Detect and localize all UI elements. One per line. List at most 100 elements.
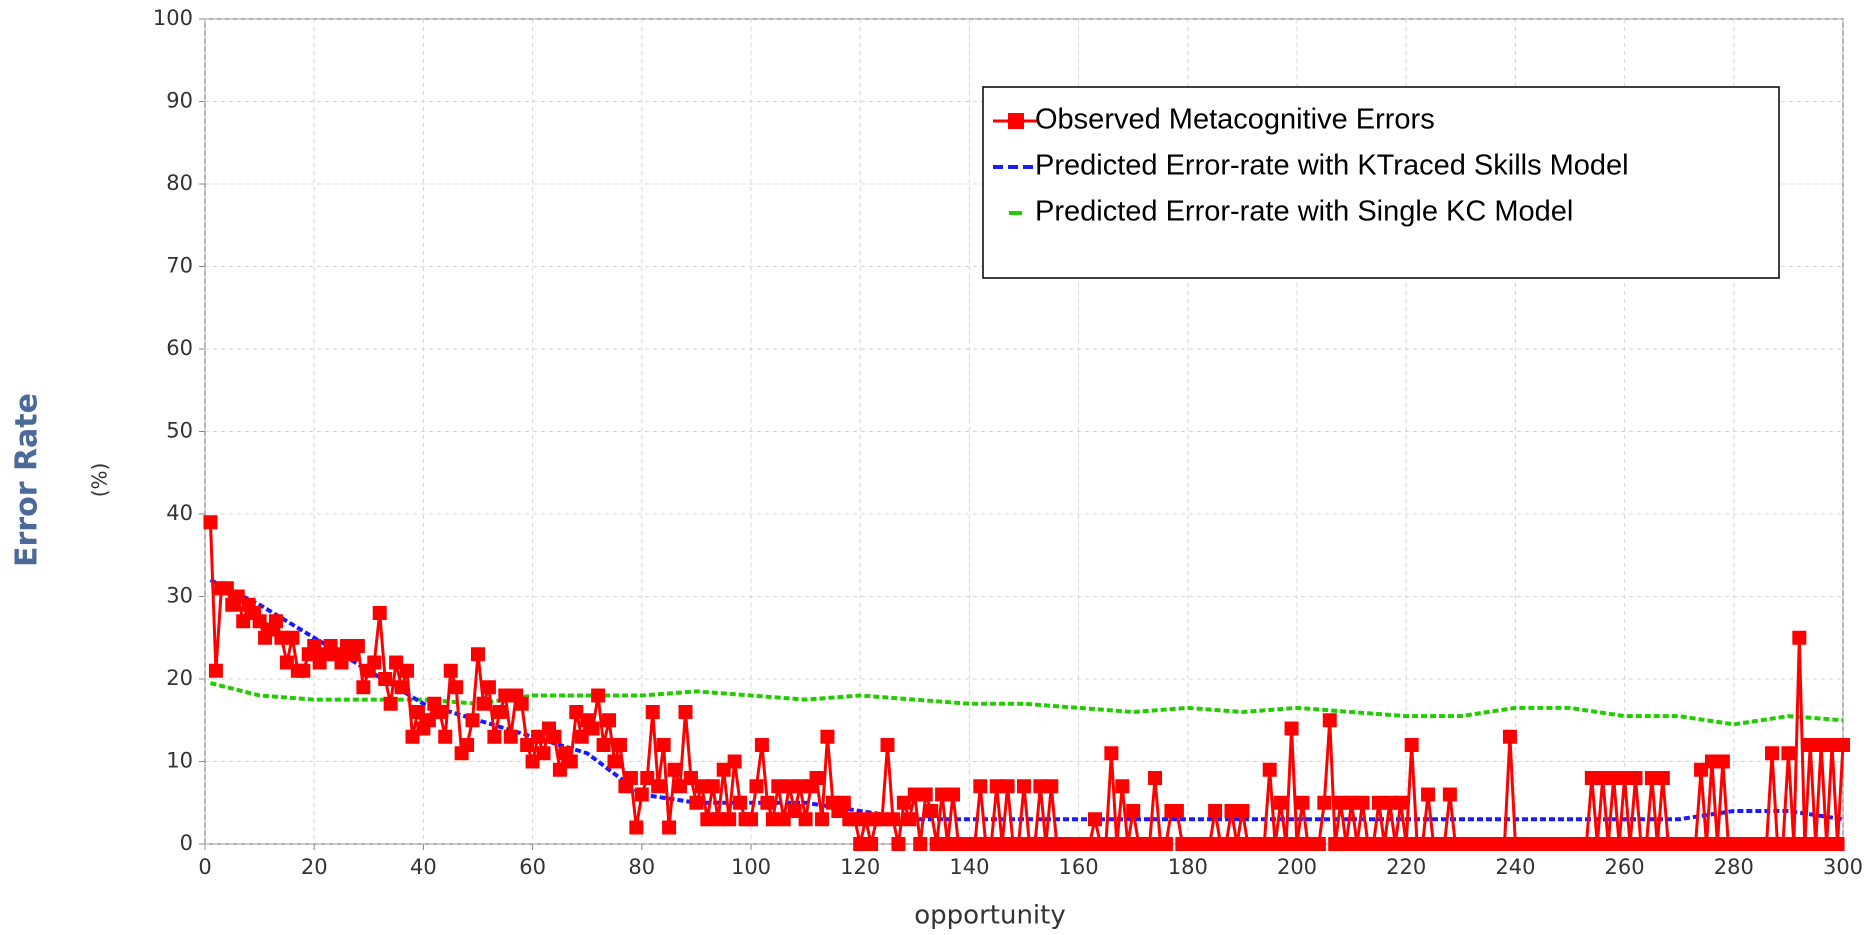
x-tick-label: 40 xyxy=(410,855,437,879)
data-point xyxy=(569,705,584,719)
data-point xyxy=(656,738,671,752)
data-point xyxy=(334,655,349,670)
data-point xyxy=(1601,837,1616,851)
data-point xyxy=(836,795,851,810)
y-tick-label: 10 xyxy=(166,749,193,773)
data-point xyxy=(307,639,322,653)
x-tick-label: 160 xyxy=(1059,855,1099,879)
data-point xyxy=(591,688,606,703)
data-point xyxy=(1082,837,1097,851)
data-point xyxy=(585,721,600,736)
data-point xyxy=(727,754,742,769)
x-tick-label: 120 xyxy=(840,855,880,879)
data-point xyxy=(476,696,491,711)
data-point xyxy=(421,713,436,728)
data-point xyxy=(481,680,496,695)
data-point xyxy=(1617,771,1632,785)
x-tick-label: 60 xyxy=(519,855,546,879)
data-point xyxy=(1273,795,1288,810)
data-point xyxy=(236,614,251,629)
data-point xyxy=(367,655,382,670)
data-point xyxy=(1279,837,1294,851)
data-point xyxy=(547,729,562,744)
y-tick-label: 20 xyxy=(166,666,193,690)
data-point xyxy=(907,787,922,802)
data-point xyxy=(1371,795,1386,810)
data-point xyxy=(1421,787,1436,802)
data-point xyxy=(1497,837,1512,851)
data-point xyxy=(995,837,1010,851)
data-point xyxy=(1328,837,1343,851)
data-point xyxy=(410,705,425,719)
data-point xyxy=(1011,837,1026,851)
data-point xyxy=(683,771,698,785)
y-tick-label: 0 xyxy=(180,831,193,855)
data-point xyxy=(733,795,748,810)
data-point xyxy=(1502,729,1517,744)
data-point xyxy=(1595,771,1610,785)
data-point xyxy=(782,779,797,794)
data-point xyxy=(1628,771,1643,785)
y-tick-label: 90 xyxy=(166,89,193,113)
data-point xyxy=(1148,771,1163,785)
data-point xyxy=(1786,837,1801,851)
data-point xyxy=(1612,837,1627,851)
series-line xyxy=(209,578,1844,822)
data-point xyxy=(875,812,890,827)
data-point xyxy=(918,787,933,802)
data-point xyxy=(552,762,567,777)
data-point xyxy=(640,771,655,785)
data-point xyxy=(1202,837,1217,851)
x-tick-label: 100 xyxy=(731,855,771,879)
data-point xyxy=(1104,746,1119,761)
data-point xyxy=(1644,771,1659,785)
x-tick-label: 200 xyxy=(1277,855,1317,879)
data-point xyxy=(378,672,393,686)
x-tick-label: 240 xyxy=(1495,855,1535,879)
data-point xyxy=(793,779,808,794)
data-point xyxy=(602,713,617,728)
data-point xyxy=(1694,762,1709,777)
data-point xyxy=(1027,837,1042,851)
data-point xyxy=(1836,738,1850,752)
data-point xyxy=(1704,754,1719,769)
data-point xyxy=(814,812,829,827)
data-point xyxy=(1257,837,1272,851)
data-point xyxy=(274,630,289,645)
data-point xyxy=(1404,738,1419,752)
data-point xyxy=(689,795,704,810)
data-point xyxy=(487,729,502,744)
data-point xyxy=(705,779,720,794)
series-line xyxy=(209,681,1844,727)
data-point xyxy=(503,729,518,744)
data-point xyxy=(1229,837,1244,851)
data-point xyxy=(1710,837,1725,851)
data-point xyxy=(1715,754,1730,769)
data-point xyxy=(1284,721,1299,736)
y-tick-label: 60 xyxy=(166,336,193,360)
data-point xyxy=(1126,804,1141,818)
data-point xyxy=(1033,779,1048,794)
data-point xyxy=(1087,812,1102,827)
data-point xyxy=(574,729,589,744)
data-point xyxy=(896,795,911,810)
x-tick-label: 280 xyxy=(1714,855,1754,879)
data-point xyxy=(771,779,786,794)
data-point xyxy=(525,754,540,769)
legend: Observed Metacognitive Errors Predicted E… xyxy=(982,86,1780,279)
data-point xyxy=(514,696,529,711)
legend-label: Predicted Error-rate with Single KC Mode… xyxy=(1035,196,1573,228)
data-point xyxy=(946,787,961,802)
data-point xyxy=(400,663,415,678)
data-point xyxy=(1781,746,1796,761)
data-point xyxy=(405,729,420,744)
data-point xyxy=(820,729,835,744)
data-point xyxy=(449,680,464,695)
data-point xyxy=(1437,837,1452,851)
data-point xyxy=(1830,837,1845,851)
data-point xyxy=(858,812,873,827)
data-point xyxy=(252,614,267,629)
data-point xyxy=(1584,771,1599,785)
data-point xyxy=(1208,804,1223,818)
data-point xyxy=(203,515,218,530)
